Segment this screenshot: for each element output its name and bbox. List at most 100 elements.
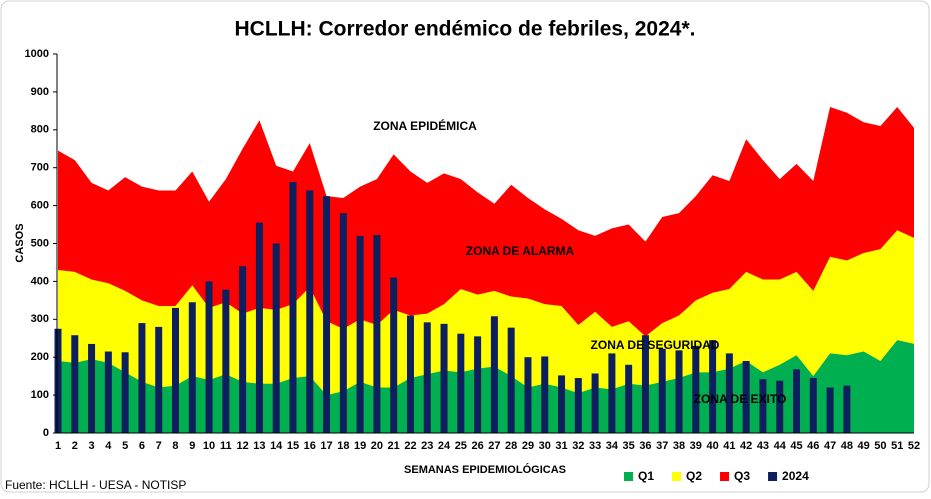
y-axis-label: CASOS bbox=[14, 223, 26, 262]
y-tick-label: 800 bbox=[31, 124, 49, 136]
x-tick-label: 52 bbox=[908, 440, 920, 452]
bar bbox=[205, 281, 213, 433]
bar bbox=[306, 190, 314, 433]
y-tick-label: 100 bbox=[31, 389, 49, 401]
y-tick-label: 1000 bbox=[25, 48, 49, 60]
x-tick-label: 23 bbox=[421, 440, 433, 452]
x-tick-label: 22 bbox=[404, 440, 416, 452]
x-tick-label: 29 bbox=[522, 440, 534, 452]
legend-label: Q2 bbox=[686, 469, 702, 483]
x-tick-label: 41 bbox=[723, 440, 735, 452]
legend-swatch bbox=[624, 472, 633, 481]
x-tick-label: 47 bbox=[824, 440, 836, 452]
bar bbox=[171, 307, 179, 433]
bar bbox=[541, 356, 549, 433]
bar bbox=[239, 266, 247, 433]
bar bbox=[356, 235, 364, 433]
chart-title: HCLLH: Corredor endémico de febriles, 20… bbox=[235, 18, 696, 41]
x-tick-label: 50 bbox=[874, 440, 886, 452]
x-tick-label: 19 bbox=[354, 440, 366, 452]
bar bbox=[625, 364, 633, 433]
x-tick-label: 4 bbox=[105, 440, 112, 452]
bar bbox=[440, 323, 448, 433]
y-tick-label: 200 bbox=[31, 351, 49, 363]
bar bbox=[406, 315, 414, 433]
legend-swatch bbox=[768, 472, 778, 481]
x-tick-label: 32 bbox=[572, 440, 584, 452]
y-tick-label: 900 bbox=[31, 86, 49, 98]
x-tick-label: 42 bbox=[740, 440, 752, 452]
x-tick-label: 16 bbox=[304, 440, 316, 452]
x-tick-label: 51 bbox=[891, 440, 903, 452]
x-tick-label: 2 bbox=[72, 440, 78, 452]
bar bbox=[289, 182, 297, 433]
x-tick-label: 28 bbox=[505, 440, 517, 452]
bar bbox=[507, 327, 515, 433]
source: Fuente: HCLLH - UESA - NOTISP bbox=[5, 478, 186, 492]
x-tick-label: 37 bbox=[656, 440, 668, 452]
x-tick-label: 5 bbox=[122, 440, 128, 452]
bar bbox=[776, 380, 784, 433]
bar bbox=[155, 326, 163, 433]
y-tick-label: 600 bbox=[31, 200, 49, 212]
x-tick-label: 49 bbox=[858, 440, 870, 452]
x-tick-label: 3 bbox=[89, 440, 95, 452]
x-tick-label: 25 bbox=[455, 440, 467, 452]
bar bbox=[558, 375, 566, 433]
bar bbox=[323, 196, 331, 433]
bar bbox=[423, 322, 431, 433]
bar bbox=[88, 343, 96, 433]
x-tick-label: 11 bbox=[220, 440, 232, 452]
x-tick-label: 7 bbox=[156, 440, 162, 452]
bar bbox=[759, 379, 767, 433]
bar bbox=[71, 335, 79, 433]
bar bbox=[591, 373, 599, 433]
bar bbox=[843, 385, 851, 433]
x-tick-label: 36 bbox=[639, 440, 651, 452]
x-tick-label: 6 bbox=[139, 440, 145, 452]
y-tick-label: 700 bbox=[31, 162, 49, 174]
x-tick-label: 20 bbox=[371, 440, 383, 452]
legend-label: Q1 bbox=[638, 469, 654, 483]
x-tick-label: 30 bbox=[539, 440, 551, 452]
bar bbox=[104, 351, 112, 433]
bar bbox=[457, 333, 465, 433]
bar bbox=[188, 302, 196, 433]
bar bbox=[826, 387, 834, 433]
legend-swatch bbox=[720, 472, 730, 481]
bar bbox=[373, 235, 381, 433]
bar bbox=[742, 360, 750, 433]
bar bbox=[255, 222, 263, 433]
zone-label: ZONA EPIDÉMICA bbox=[373, 118, 477, 133]
x-axis-label: SEMANAS EPIDEMIOLÓGICAS bbox=[404, 463, 566, 476]
bar bbox=[272, 243, 280, 433]
bar bbox=[490, 316, 498, 433]
bar bbox=[54, 328, 62, 433]
bar bbox=[222, 289, 230, 433]
x-tick-label: 13 bbox=[253, 440, 265, 452]
x-tick-label: 46 bbox=[807, 440, 819, 452]
x-tick-label: 26 bbox=[471, 440, 483, 452]
bar bbox=[339, 213, 347, 433]
bar bbox=[574, 378, 582, 433]
x-tick-label: 38 bbox=[673, 440, 685, 452]
bar bbox=[709, 340, 717, 433]
zone-label: ZONA DE ALARMA bbox=[466, 244, 575, 258]
bar bbox=[121, 352, 129, 433]
x-tick-label: 10 bbox=[203, 440, 215, 452]
legend-label: Q3 bbox=[734, 469, 750, 483]
x-tick-label: 43 bbox=[757, 440, 769, 452]
y-tick-label: 0 bbox=[43, 427, 49, 439]
bar bbox=[692, 345, 700, 433]
x-tick-label: 14 bbox=[270, 440, 283, 452]
y-tick-label: 500 bbox=[31, 237, 49, 249]
bar bbox=[390, 277, 398, 433]
x-tick-label: 27 bbox=[488, 440, 500, 452]
bar bbox=[138, 323, 146, 433]
x-tick-label: 21 bbox=[388, 440, 400, 452]
x-tick-label: 39 bbox=[690, 440, 702, 452]
bar bbox=[809, 378, 817, 433]
area bbox=[58, 340, 914, 433]
bar bbox=[793, 369, 801, 433]
